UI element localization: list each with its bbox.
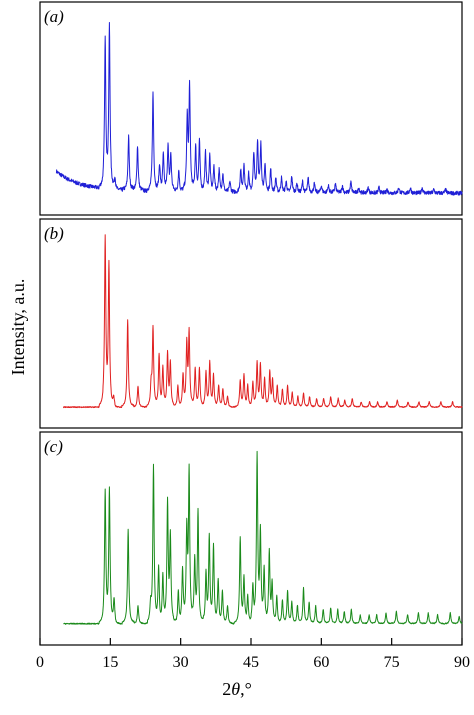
x-tick-label: 30 [173, 654, 189, 671]
x-axis-label-theta: θ [231, 679, 240, 699]
x-axis-label-suffix: ,° [240, 679, 252, 699]
x-tick-label: 90 [454, 654, 470, 671]
panel-label: (c) [44, 437, 63, 456]
x-tick-label: 0 [36, 654, 44, 671]
panels-layer: (a) (b) (c) 0 15 30 45 60 75 90 [36, 1, 470, 671]
panel-label: (a) [44, 7, 64, 26]
x-tick-label: 75 [384, 654, 400, 671]
x-tick-label: 15 [102, 654, 118, 671]
pattern-line-a [55, 21, 463, 196]
panel-label: (b) [44, 224, 64, 243]
panel-frame [39, 1, 463, 216]
x-axis-label: 2θ,° [222, 679, 252, 699]
x-tick-label: 45 [243, 654, 259, 671]
panel-c: (c) [39, 431, 463, 646]
pattern-line-b [62, 234, 463, 409]
panel-frame [39, 218, 463, 429]
panel-a: (a) [39, 1, 463, 216]
panel-b: (b) [39, 218, 463, 429]
pattern-line-c [63, 450, 463, 625]
x-tick-label: 60 [313, 654, 329, 671]
y-axis-label: Intensity, a.u. [8, 279, 28, 376]
x-axis-label-prefix: 2 [222, 679, 231, 699]
